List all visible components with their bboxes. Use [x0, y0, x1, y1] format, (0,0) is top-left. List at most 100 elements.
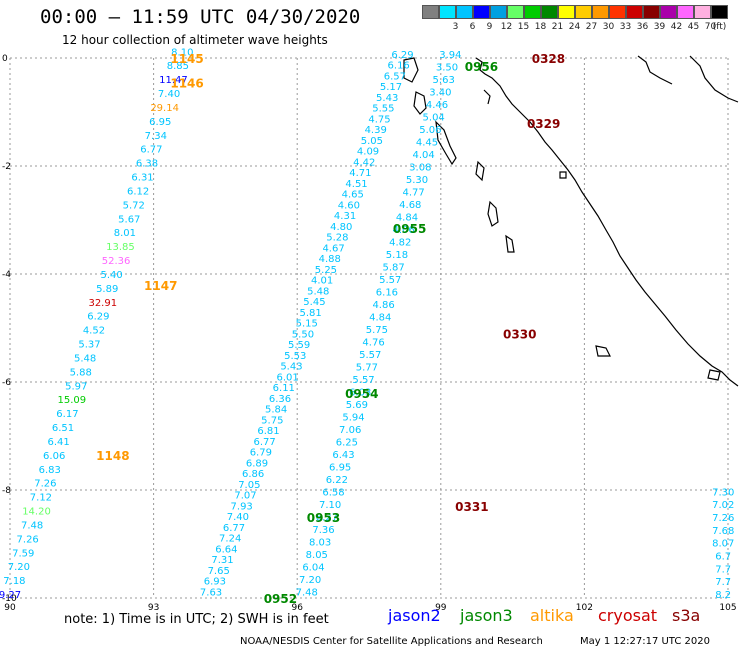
color-scale-label: 6: [469, 22, 476, 32]
island-h: [595, 345, 611, 357]
color-scale-swatch: [456, 5, 473, 19]
color-scale-swatch: [677, 5, 694, 19]
color-scale-label: 30: [602, 22, 615, 32]
pass-time-label: 0955: [393, 222, 426, 236]
island-f: [505, 234, 515, 253]
wave-height-value: 8.01: [114, 228, 136, 239]
wave-height-value: 7.65: [208, 566, 230, 577]
wave-height-value: 5.15: [296, 319, 318, 330]
wave-height-value: 6.95: [149, 117, 171, 128]
wave-height-value: 6.38: [136, 159, 158, 170]
y-tick-label: 0: [2, 54, 8, 64]
wave-height-value: 5.17: [380, 82, 402, 93]
color-scale-swatch: [473, 5, 490, 19]
wave-height-value: 4.76: [362, 337, 384, 348]
wave-height-value: 7.40: [227, 512, 249, 523]
color-scale-label: 39: [653, 22, 666, 32]
pass-time-label: 1147: [144, 279, 177, 293]
wave-height-value: 5.77: [356, 362, 378, 373]
wave-height-value: 7.20: [8, 562, 30, 573]
color-scale-swatch: [524, 5, 541, 19]
color-scale-swatch: [439, 5, 456, 19]
wave-height-value: 7.18: [3, 576, 25, 587]
wave-height-value: 6.17: [56, 409, 78, 420]
wave-height-value: 7.05: [238, 480, 260, 491]
credit-line: NOAA/NESDIS Center for Satellite Applica…: [240, 636, 543, 647]
coast-fragment-b: [689, 55, 739, 103]
pass-time-label: 0330: [503, 327, 536, 341]
wave-height-value: 7.40: [158, 89, 180, 100]
wave-height-value: 7.31: [211, 555, 233, 566]
pass-time-label: 0331: [455, 500, 488, 514]
island-d: [475, 160, 485, 182]
coastline: [403, 55, 739, 387]
wave-height-value: 5.63: [433, 75, 455, 86]
island-b: [413, 91, 427, 115]
wave-height-value: 4.86: [372, 300, 394, 311]
map-grid: 90 93 96 99 102 105 0 -2 -4 -6 -8 -10: [2, 54, 737, 613]
x-tick-label: 96: [291, 603, 303, 613]
wave-height-value: 5.50: [292, 329, 314, 340]
wave-height-value: 5.75: [366, 325, 388, 336]
wave-height-value: 7.63: [200, 587, 222, 598]
color-scale-label: 3: [452, 22, 459, 32]
color-scale-swatch: [558, 5, 575, 19]
wave-height-value: 3.94: [439, 50, 461, 61]
wave-height-value: 5.57: [359, 350, 381, 361]
wave-height-value: 8.03: [309, 537, 331, 548]
wave-height-value: 5.25: [315, 265, 337, 276]
wave-height-value: 7.48: [296, 587, 318, 598]
wave-height-value: 7.48: [21, 520, 43, 531]
legend-item-cryosat: cryosat: [598, 606, 658, 625]
wave-height-value: 4.60: [338, 200, 360, 211]
wave-height-value: 6.83: [39, 465, 61, 476]
wave-height-value: 6.7: [715, 552, 731, 563]
wave-height-value: 5.88: [70, 367, 92, 378]
wave-height-value: 6.77: [254, 437, 276, 448]
wave-height-value: 6.41: [47, 437, 69, 448]
wave-height-value: 5.57: [379, 275, 401, 286]
pass-time-label: 1146: [170, 76, 203, 90]
wave-height-value: 6.64: [215, 544, 237, 555]
wave-height-value: 6.31: [131, 173, 153, 184]
wave-height-value: 6.01: [276, 372, 298, 383]
wave-height-value: 29.14: [150, 103, 179, 114]
wave-height-value: 5.53: [284, 351, 306, 362]
wave-height-value: 5.40: [100, 270, 122, 281]
color-scale-unit: (ft): [712, 22, 727, 32]
wave-height-value: 7.02: [712, 500, 734, 511]
wave-height-value: 4.52: [83, 326, 105, 337]
color-scale-label: 42: [670, 22, 683, 32]
wave-height-value: 6.57: [384, 71, 406, 82]
color-scale-label: 33: [619, 22, 632, 32]
wave-height-value: 5.94: [342, 412, 364, 423]
wave-height-value: 6.12: [127, 186, 149, 197]
generated-timestamp: May 1 12:27:17 UTC 2020: [580, 636, 710, 647]
pass-time-label: 0956: [465, 60, 498, 74]
wave-height-value: 5.55: [372, 104, 394, 115]
y-tick-label: -6: [2, 378, 11, 388]
wave-height-value: 5.75: [261, 415, 283, 426]
pass-time-labels: 1145 1146 1147 1148 0952 0953 0954 0955 0956 0328…: [96, 52, 565, 606]
wave-height-value: 7.7: [715, 577, 731, 588]
pass-time-label: 0953: [307, 511, 340, 525]
wave-height-value: 4.06: [392, 225, 414, 236]
color-scale-swatch: [592, 5, 609, 19]
wave-height-value: 7.24: [219, 534, 241, 545]
wave-height-value: 5.72: [123, 200, 145, 211]
color-scale-label: 9: [486, 22, 493, 32]
color-scale-swatch: [507, 5, 524, 19]
legend-item-altika: altika: [530, 606, 574, 625]
color-scale-label: 24: [568, 22, 581, 32]
wave-height-value: 5.37: [78, 340, 100, 351]
wave-height-tracks: 9.27 7.18 7.20 7.59 7.26 7.48 14.20 7.12 7.26 6.8…: [0, 47, 734, 601]
island-c: [435, 120, 457, 166]
wave-height-value: 6.86: [242, 469, 264, 480]
y-tick-label: -10: [2, 594, 17, 604]
pass-time-label: 0954: [345, 387, 378, 401]
wave-height-value: 5.48: [307, 286, 329, 297]
wave-height-value: 6.81: [257, 426, 279, 437]
wave-height-value: 4.88: [319, 254, 341, 265]
wave-height-value: 5.30: [406, 175, 428, 186]
wave-height-value: 7.34: [145, 131, 167, 142]
